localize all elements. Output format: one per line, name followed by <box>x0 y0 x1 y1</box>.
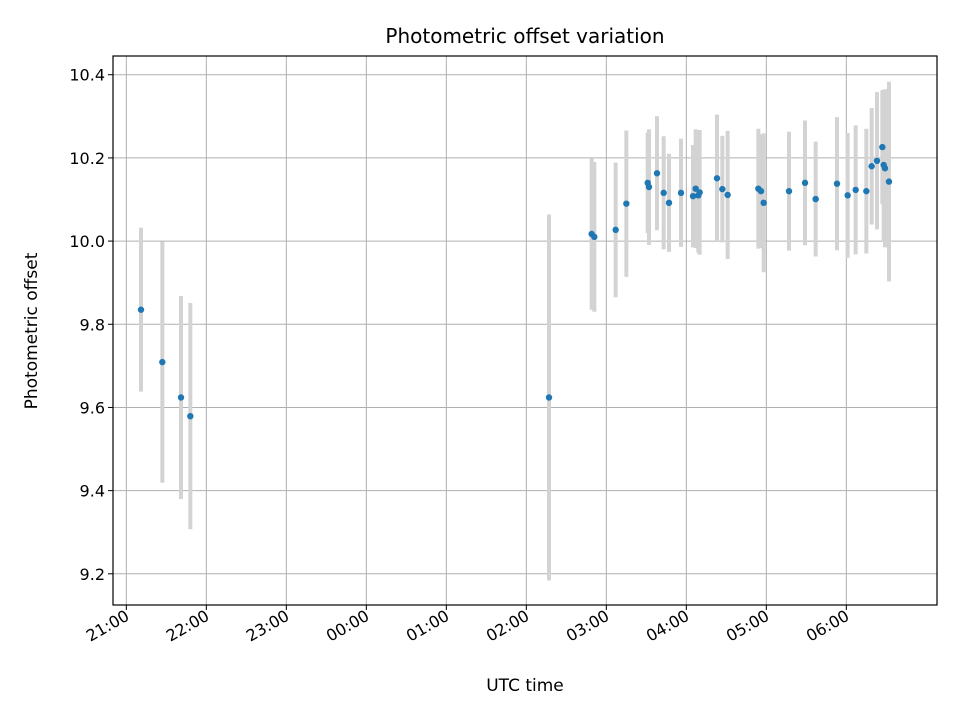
y-axis: 9.2 9.4 9.6 9.8 10.0 10.2 10.4 <box>69 66 113 584</box>
data-point <box>645 183 653 191</box>
data-point <box>696 189 703 196</box>
data-point <box>159 358 166 366</box>
data-point <box>873 157 881 165</box>
data-point <box>665 199 673 207</box>
data-point <box>785 187 793 195</box>
data-point <box>177 394 185 401</box>
y-tick-label: 9.6 <box>80 398 105 417</box>
chart-title: Photometric offset variation <box>385 24 664 48</box>
data-point <box>885 178 893 185</box>
data-point <box>623 200 630 207</box>
data-point <box>545 394 553 401</box>
y-tick-label: 10.2 <box>69 149 105 168</box>
y-tick-label: 9.4 <box>80 482 105 501</box>
data-point <box>868 163 875 170</box>
grid <box>113 56 937 605</box>
y-tick-label: 10.4 <box>69 66 105 85</box>
y-tick-label: 9.8 <box>80 315 105 334</box>
y-tick-label: 9.2 <box>80 565 105 584</box>
data-point <box>677 189 685 197</box>
x-axis-label: UTC time <box>486 676 564 696</box>
data-point <box>187 412 194 420</box>
data-point <box>881 165 889 172</box>
y-axis-label: Photometric offset <box>22 252 42 409</box>
data-point <box>852 186 859 194</box>
data-point <box>689 192 697 200</box>
data-point <box>844 192 851 199</box>
data-point <box>801 179 809 187</box>
data-point <box>692 185 699 192</box>
data-point <box>833 180 841 187</box>
data-point <box>863 187 870 195</box>
data-point <box>653 170 661 177</box>
data-point <box>879 143 886 151</box>
data-point <box>713 175 721 182</box>
plot-frame <box>112 55 938 606</box>
data-point <box>757 187 765 195</box>
data-point <box>724 191 731 199</box>
data-point <box>760 199 767 207</box>
data-point <box>719 185 726 193</box>
data-point <box>812 195 819 203</box>
data-points <box>137 143 893 420</box>
data-point <box>137 306 145 313</box>
data-point <box>591 233 598 241</box>
data-point <box>660 189 667 197</box>
y-tick-label: 10.0 <box>69 232 105 251</box>
data-point <box>612 226 619 234</box>
